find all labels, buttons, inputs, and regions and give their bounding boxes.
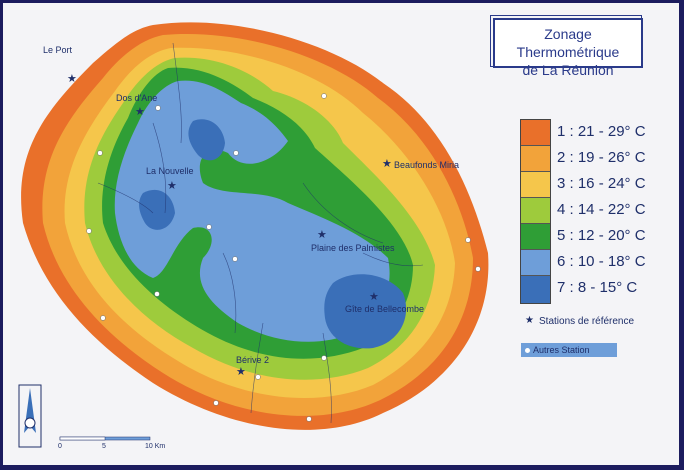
legend-other-stations-label: Autres Station (533, 345, 590, 355)
legend-swatch-2 (521, 146, 550, 172)
zone-7a (188, 119, 225, 161)
map-title: Zonage Thermométrique de La Réunion (490, 15, 643, 78)
star-le-port: ★ (67, 72, 77, 85)
legend-label-5: 5 : 12 - 20° C (557, 227, 646, 244)
legend-reference-stations: Stations de référence (539, 316, 635, 327)
title-line-1: Zonage Thermométrique (516, 26, 620, 60)
place-plaine: Plaine des Palmistes (311, 243, 395, 253)
north-arrow-icon (18, 384, 42, 448)
legend-swatch-5 (521, 224, 550, 250)
legend-star-icon: ★ (525, 315, 534, 326)
zone-7c (324, 274, 407, 349)
title-line-2: de La Réunion (522, 62, 614, 78)
reference-stations: ★ ★ ★ ★ ★ ★ ★ (67, 72, 392, 378)
legend-swatch-1 (521, 120, 550, 146)
place-le-port: Le Port (43, 45, 73, 55)
station-dot (213, 400, 219, 406)
place-gite: Gîte de Bellecombe (345, 304, 425, 314)
legend-other-stations: Autres Station (521, 343, 617, 357)
station-dot-icon (525, 348, 530, 354)
river-lines (97, 42, 424, 424)
station-dot (86, 228, 92, 234)
scale-label-5: 5 (102, 443, 106, 450)
legend-label-6: 6 : 10 - 18° C (557, 253, 646, 270)
station-dot (155, 105, 161, 111)
station-dot (465, 237, 471, 243)
station-dot (255, 374, 261, 380)
station-dot (100, 315, 106, 321)
legend-label-4: 4 : 14 - 22° C (557, 201, 646, 218)
thermal-zone-map: ★ ★ ★ ★ ★ ★ ★ (18, 22, 489, 448)
map-frame: ★ ★ ★ ★ ★ ★ ★ Zonage Thermométrique de L… (3, 3, 679, 465)
scale-bar (59, 436, 151, 441)
station-dot (321, 93, 327, 99)
star-gite: ★ (369, 290, 379, 303)
star-beaufonds: ★ (382, 157, 392, 170)
legend-swatch-4 (521, 198, 550, 224)
other-stations (86, 93, 481, 422)
star-la-nouvelle: ★ (167, 179, 177, 192)
station-dot (97, 150, 103, 156)
legend-label-2: 2 : 19 - 26° C (557, 149, 646, 166)
legend-color-bar (520, 119, 551, 304)
station-dot (321, 355, 327, 361)
place-la-nouvelle: La Nouvelle (146, 166, 194, 176)
legend-swatch-3 (521, 172, 550, 198)
station-dot (306, 416, 312, 422)
legend-label-7: 7 : 8 - 15° C (557, 279, 638, 296)
station-dot (206, 224, 212, 230)
scale-label-0: 0 (58, 443, 62, 450)
legend-swatch-6 (521, 250, 550, 276)
legend-label-1: 1 : 21 - 29° C (557, 123, 646, 140)
legend-label-3: 3 : 16 - 24° C (557, 175, 646, 192)
station-dot (154, 291, 160, 297)
station-dot (232, 256, 238, 262)
station-dot (475, 266, 481, 272)
star-dos-dane: ★ (135, 105, 145, 118)
place-berive: Bérive 2 (236, 355, 270, 365)
place-dos-dane: Dos d'Ane (116, 93, 158, 103)
station-dot (233, 150, 239, 156)
place-beaufonds: Beaufonds Miria (394, 160, 460, 170)
star-plaine: ★ (317, 228, 327, 241)
scale-label-10: 10 Km (145, 443, 166, 450)
star-berive: ★ (236, 365, 246, 378)
legend-swatch-7 (521, 276, 550, 303)
zone-6 (114, 80, 390, 342)
